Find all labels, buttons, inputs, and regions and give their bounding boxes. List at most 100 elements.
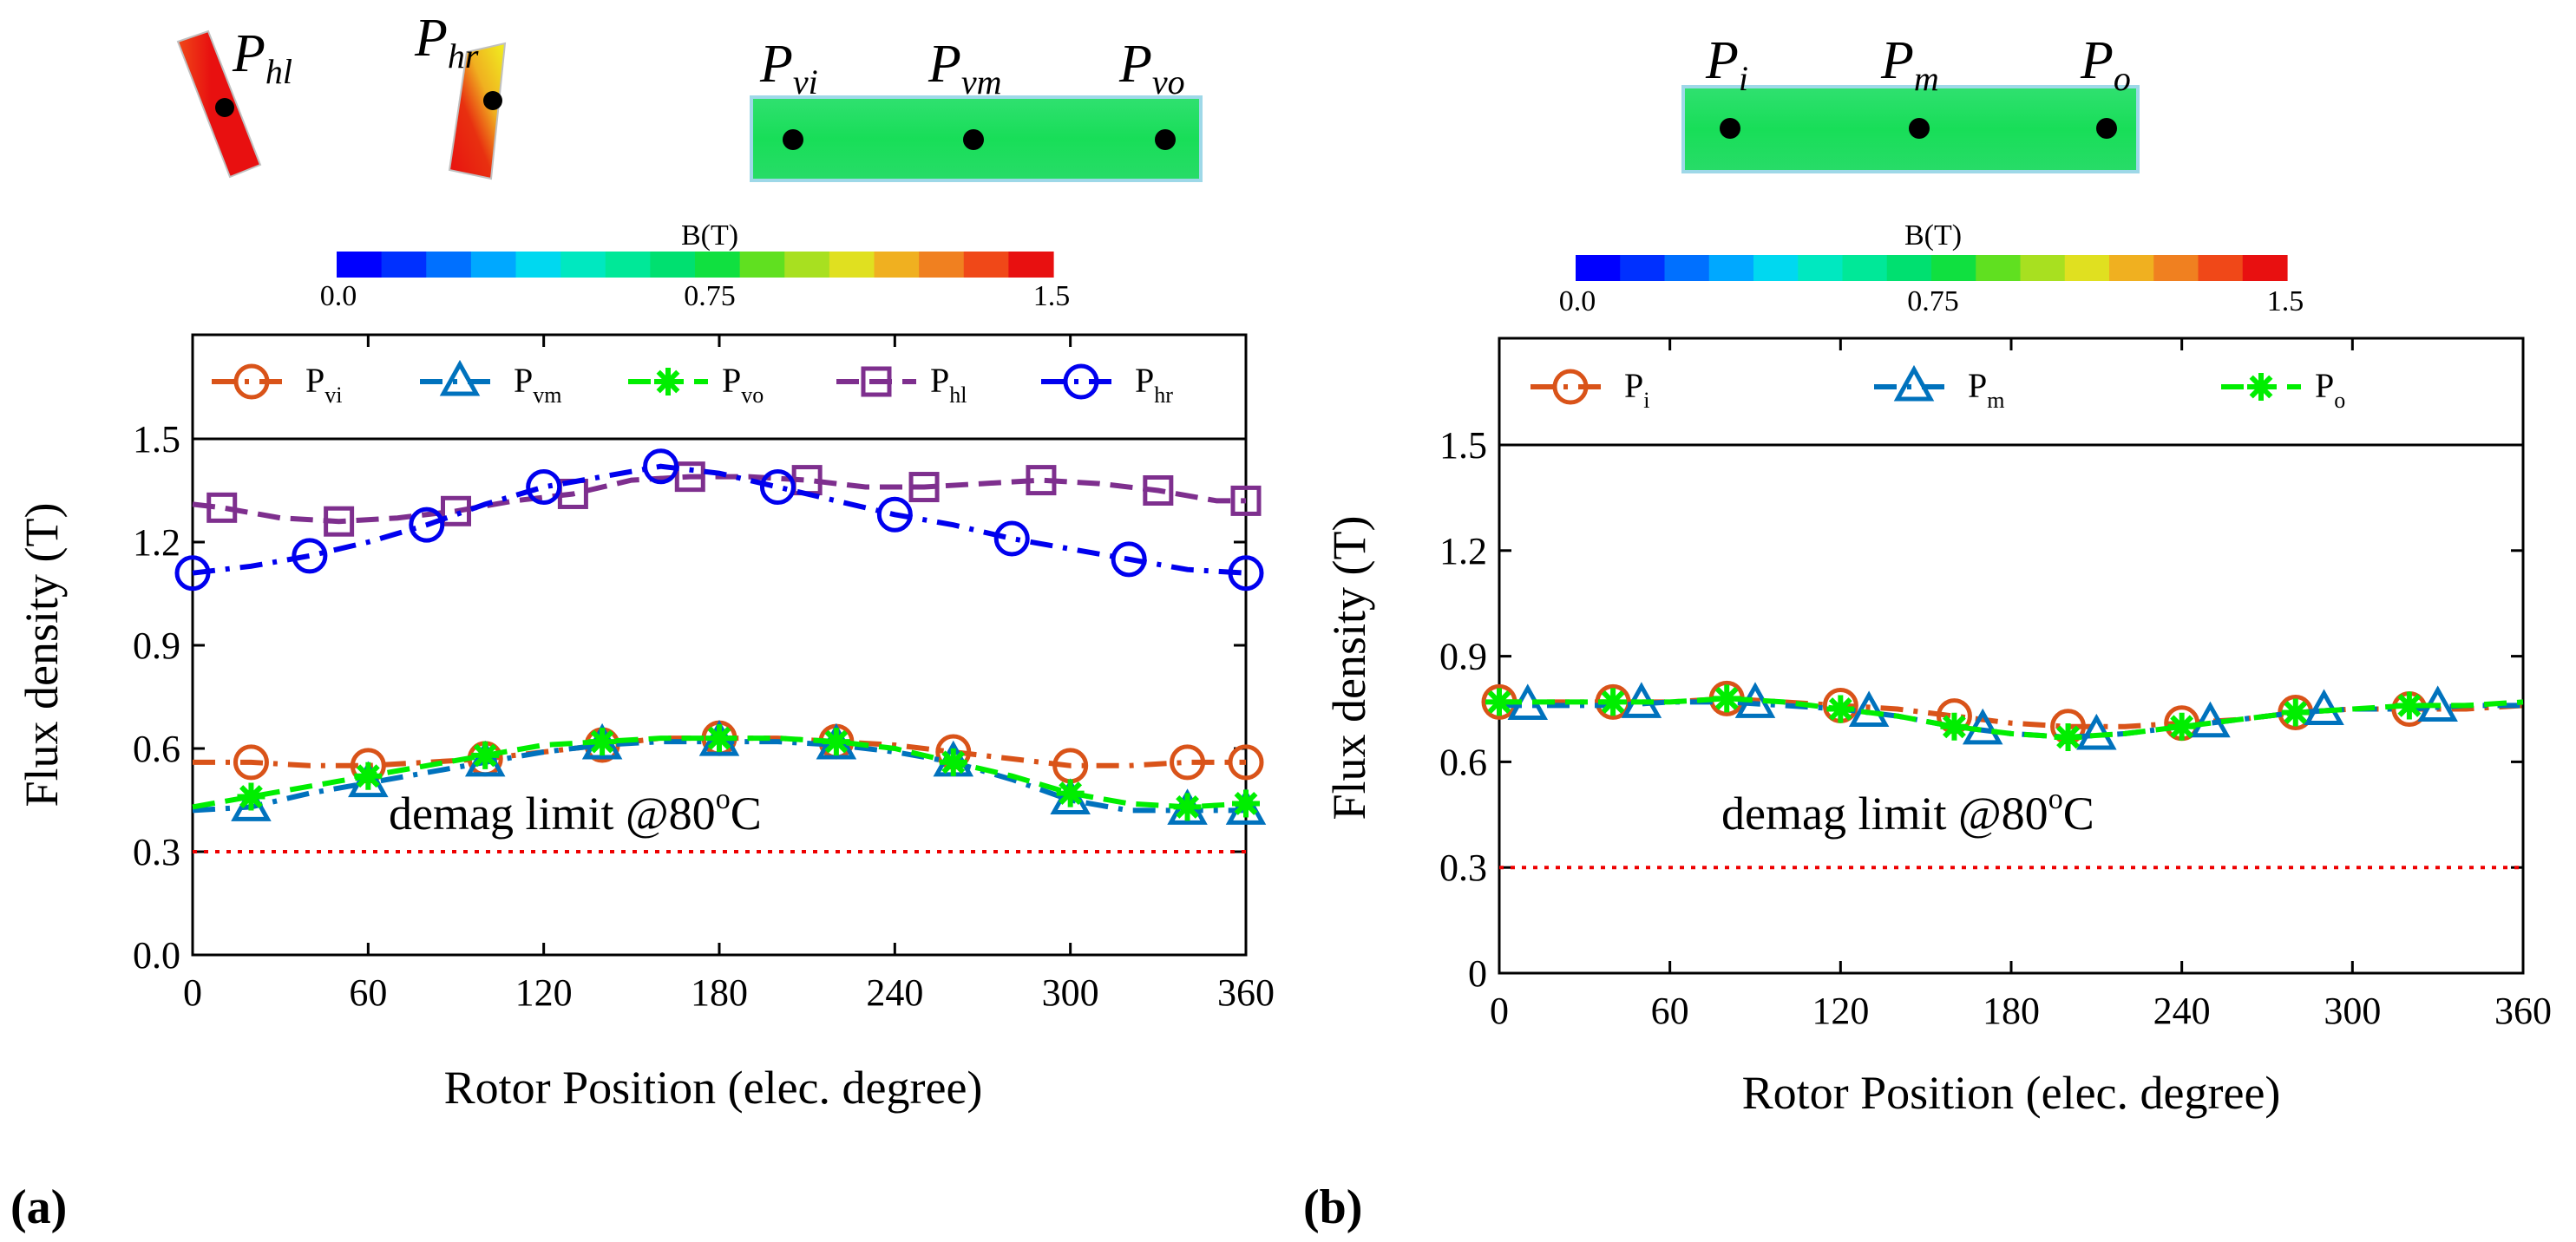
chart-b-o-marker xyxy=(2167,712,2196,741)
colorbar-b-swatch xyxy=(2242,255,2288,281)
chart-a-xtick-label: 0 xyxy=(183,971,202,1014)
colorbar-b-swatch xyxy=(2064,255,2110,281)
chart-b-xtick-label: 360 xyxy=(2494,990,2552,1032)
panel-a-magnets: Phl Phr Pvi Pvm Pvo xyxy=(176,9,1203,182)
chart-a-legend-marker xyxy=(654,368,682,395)
chart-a-ytick-label: 1.5 xyxy=(133,418,180,461)
magnet-hr-shape xyxy=(448,42,507,180)
chart-b-xtick-label: 0 xyxy=(1490,990,1509,1032)
label-p-hr: Phr xyxy=(414,9,479,75)
chart-b-legend-item-o: Po xyxy=(2221,366,2345,413)
chart-a-legend-marker xyxy=(233,363,270,400)
point-vo-dot xyxy=(1155,129,1176,150)
chart-a-vo-marker xyxy=(939,748,967,776)
point-i-dot xyxy=(1720,118,1740,139)
chart-b: 0 0.3 0.6 0.9 1.2 1.5 0 60 120 180 240 300 360 Pi Pm Po xyxy=(1439,337,2552,1032)
colorbar-a-tick-1: 0.75 xyxy=(684,280,736,312)
chart-a-vo-marker xyxy=(1173,793,1202,821)
chart-a-hr-marker xyxy=(993,520,1030,557)
chart-b-o-marker-stroke xyxy=(2397,694,2422,717)
colorbar-b-swatch xyxy=(1976,255,2022,281)
point-vi-dot xyxy=(783,129,803,150)
chart-a-vo-marker xyxy=(1056,779,1085,807)
point-m-dot xyxy=(1909,118,1930,139)
panel-b-magnets: Pi Pm Po xyxy=(1681,31,2140,173)
colorbar-a-swatch xyxy=(605,252,651,278)
chart-b-o-marker xyxy=(1599,688,1628,716)
chart-b-o-marker xyxy=(1940,712,1969,741)
chart-b-ytick-label: 0.3 xyxy=(1439,847,1487,889)
chart-a-vm-marker xyxy=(464,740,506,777)
colorbar-a-tick-2: 1.5 xyxy=(1033,280,1071,312)
chart-a-vo-marker-stroke xyxy=(590,729,614,754)
chart-a-vo-marker-stroke xyxy=(941,750,966,775)
chart-a-hr-marker xyxy=(1111,541,1147,578)
colorbar-a-swatch xyxy=(695,252,741,278)
chart-a-legend-item-vo: Pvo xyxy=(628,361,764,408)
chart-a-vm-marker xyxy=(1050,778,1091,814)
chart-b-series-m xyxy=(1499,682,2523,750)
chart-a-hl-marker xyxy=(674,461,705,493)
label-p-m: Pm xyxy=(1880,31,1939,98)
chart-a-xtick-label: 300 xyxy=(1042,971,1099,1014)
colorbar-a-swatch xyxy=(829,252,875,278)
point-hl-dot xyxy=(215,98,234,117)
point-o-dot xyxy=(2096,118,2117,139)
chart-b-xtick-label: 240 xyxy=(2153,990,2211,1032)
colorbar-a-swatch xyxy=(874,252,920,278)
chart-a-legend-label: Pvm xyxy=(514,361,561,408)
chart-a-hl-marker xyxy=(908,472,940,503)
chart-a-vo-marker-stroke xyxy=(824,729,849,754)
chart-a-xtick-label: 240 xyxy=(866,971,923,1014)
chart-a-hl-marker xyxy=(206,492,238,523)
chart-a-ytick-label: 1.2 xyxy=(133,521,180,564)
chart-b-m-marker xyxy=(2190,701,2231,738)
chart-a-legend-label: Pvo xyxy=(722,361,764,408)
colorbar-a-tick-0: 0.0 xyxy=(320,280,357,312)
chart-a-hr-marker xyxy=(409,507,445,543)
chart-a-ytick-label: 0.3 xyxy=(133,831,180,873)
colorbar-b-swatch xyxy=(1753,255,1799,281)
label-p-vi: Pvi xyxy=(759,35,818,101)
chart-b-o-marker xyxy=(2054,722,2082,751)
chart-b-ytick-label: 0.6 xyxy=(1439,741,1487,783)
chart-a-xlabel: Rotor Position (elec. degree) xyxy=(444,1062,983,1114)
chart-a-vo-marker xyxy=(822,728,850,756)
colorbar-a: B(T) 0.0 0.75 1.5 xyxy=(320,219,1071,312)
chart-b-xtick-label: 60 xyxy=(1651,990,1689,1032)
chart-b-o-marker xyxy=(2395,691,2423,720)
chart-a-legend-label: Phr xyxy=(1135,361,1173,408)
colorbar-b-swatch xyxy=(2153,255,2199,281)
chart-a-hr-marker xyxy=(292,538,328,574)
chart-a-hr-marker xyxy=(759,469,796,506)
chart-b-o-marker xyxy=(1826,695,1855,723)
chart-b-o-marker-stroke xyxy=(1943,715,1966,739)
colorbar-a-swatch xyxy=(560,252,606,278)
chart-b-ytick-label: 0.9 xyxy=(1439,636,1487,678)
chart-a-legend-marker xyxy=(1063,363,1099,400)
chart-b-legend-item-i: Pi xyxy=(1531,366,1649,413)
chart-a-axes-box xyxy=(191,333,1248,957)
chart-b-o-marker-stroke xyxy=(1828,697,1852,721)
chart-b-annotation: demag limit @80oC xyxy=(1721,783,2094,840)
label-p-i: Pi xyxy=(1705,31,1748,98)
chart-b-legend-label: Pm xyxy=(1968,366,2004,413)
chart-a-legend-item-hr: Phr xyxy=(1041,361,1173,408)
colorbar-b-title: B(T) xyxy=(1904,219,1962,252)
chart-a-vm-marker xyxy=(348,761,389,798)
chart-b-line-o xyxy=(1499,696,2524,741)
chart-b-o-marker-stroke xyxy=(2284,701,2308,724)
colorbar-a-title: B(T) xyxy=(681,219,738,252)
chart-a-vo-marker-stroke xyxy=(707,726,731,750)
chart-a-line-hr xyxy=(192,463,1247,576)
chart-a-vo-marker xyxy=(705,724,733,753)
chart-b-o-marker xyxy=(1485,688,1513,716)
chart-b-xlabel: Rotor Position (elec. degree) xyxy=(1742,1067,2281,1119)
colorbar-b-tick-1: 0.75 xyxy=(1907,285,1959,317)
chart-b-ytick-label: 1.5 xyxy=(1439,424,1487,467)
colorbar-a-swatch xyxy=(650,252,696,278)
chart-a-vo-marker-stroke xyxy=(1234,792,1258,815)
colorbar-b-swatch xyxy=(1576,255,1621,281)
chart-a-hr-marker xyxy=(526,469,562,506)
colorbar-a-swatch xyxy=(784,252,830,278)
